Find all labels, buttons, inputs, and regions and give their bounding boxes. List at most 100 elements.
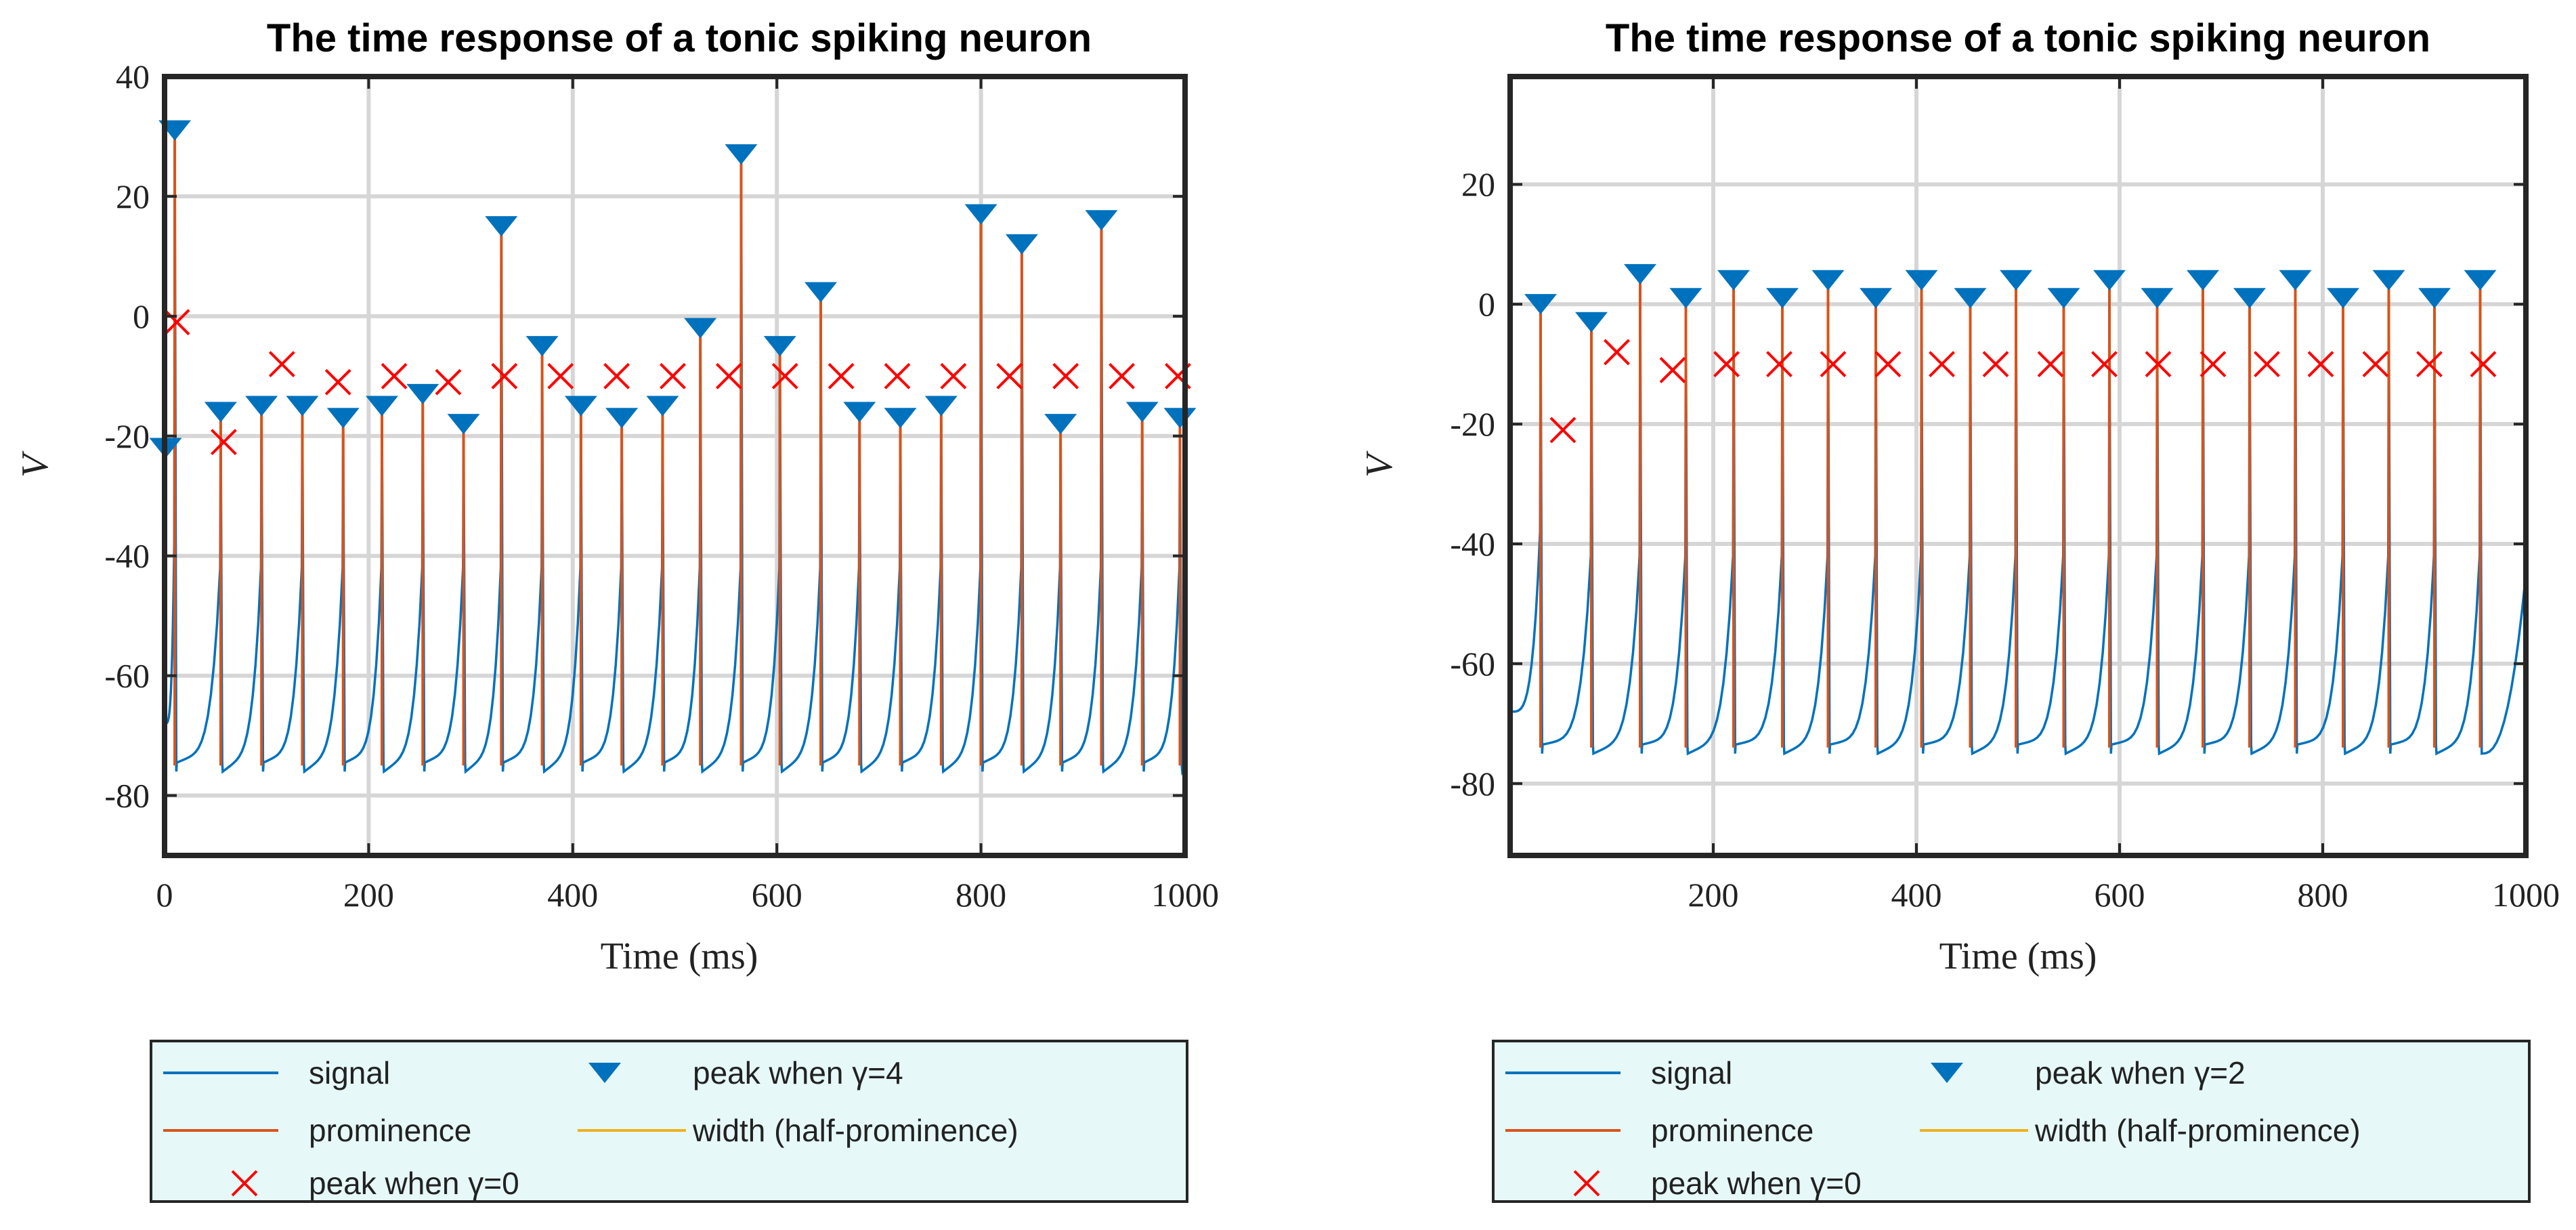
peak-marker bbox=[2093, 270, 2126, 291]
peak-marker bbox=[1860, 288, 1892, 309]
peak-markers bbox=[1524, 263, 2497, 333]
peak-marker bbox=[1669, 288, 1702, 309]
peak-gamma0-marker bbox=[1052, 362, 1079, 389]
peak-gamma0-marker bbox=[1109, 362, 1135, 389]
y-tick-label: -20 bbox=[104, 417, 150, 455]
y-tick-label: -40 bbox=[1450, 525, 1495, 563]
x-tick-label: 1000 bbox=[2492, 876, 2560, 914]
peak-marker bbox=[2187, 270, 2219, 291]
peak-marker bbox=[1163, 408, 1197, 429]
x-tick-label: 600 bbox=[2095, 876, 2145, 914]
peak-marker bbox=[2233, 288, 2266, 309]
peak-marker bbox=[1044, 414, 1077, 435]
axes-box bbox=[1507, 74, 2529, 858]
legend-label-gamma0: peak when γ=0 bbox=[309, 1166, 519, 1201]
peak-gamma0-marker bbox=[1929, 351, 1955, 378]
peak-gamma0-marker bbox=[1766, 351, 1793, 378]
peak-marker bbox=[646, 396, 679, 417]
y-tick-label: -40 bbox=[104, 537, 150, 575]
peak-marker bbox=[1905, 270, 1938, 291]
peak-marker bbox=[964, 204, 997, 225]
legend-swatch-peak bbox=[588, 1063, 621, 1083]
peak-gamma0-marker bbox=[2470, 351, 2497, 378]
peak-marker bbox=[204, 402, 237, 423]
peak-gamma0-marker bbox=[491, 362, 518, 389]
y-tick-label: -80 bbox=[1450, 765, 1495, 803]
ticks: 200 400 600 800 1000 -80 -60 -40 -20 0 20 bbox=[1450, 77, 2560, 914]
y-tick-label: -20 bbox=[1450, 405, 1495, 443]
peak-gamma0-marker bbox=[715, 362, 742, 389]
y-tick-label: 0 bbox=[1478, 285, 1495, 323]
legend-swatch-peak bbox=[1931, 1063, 1963, 1083]
chart-title: The time response of a tonic spiking neu… bbox=[1606, 16, 2430, 60]
peak-gamma0-marker bbox=[1604, 339, 1630, 366]
peak-marker bbox=[365, 396, 398, 417]
peak-gamma0-marker bbox=[268, 351, 295, 378]
chart-left: 0 200 400 600 800 1000 -80 -60 -40 -20 0 20 40 The ti… bbox=[14, 16, 1219, 1203]
peak-gamma0-marker bbox=[381, 362, 408, 389]
peak-gamma0-marker bbox=[1820, 351, 1847, 378]
peak-marker bbox=[2141, 288, 2174, 309]
y-tick-label: -60 bbox=[1450, 645, 1495, 683]
x-tick-label: 800 bbox=[2298, 876, 2348, 914]
peak-marker bbox=[1766, 288, 1799, 309]
peak-gamma0-marker bbox=[1659, 357, 1686, 383]
axes-box bbox=[162, 74, 1188, 858]
legend-label-prominence: prominence bbox=[1651, 1113, 1813, 1148]
peak-gamma0-marker bbox=[771, 362, 798, 389]
peak-marker bbox=[1125, 402, 1159, 423]
peak-gamma0-marker bbox=[996, 362, 1023, 389]
peak-marker bbox=[2279, 270, 2312, 291]
peak-marker bbox=[1005, 234, 1038, 255]
peak-marker bbox=[564, 396, 597, 417]
x-tick-label: 1000 bbox=[1151, 876, 1219, 914]
peak-marker bbox=[525, 336, 559, 357]
y-axis-label: V bbox=[1358, 450, 1400, 478]
x-tick-label: 800 bbox=[956, 876, 1006, 914]
peak-gamma0-marker bbox=[2416, 351, 2443, 378]
peak-gamma0-marker bbox=[2362, 351, 2389, 378]
x-axis-label: Time (ms) bbox=[1939, 935, 2097, 977]
peak-marker bbox=[763, 336, 796, 357]
x-tick-label: 200 bbox=[1688, 876, 1739, 914]
peak-marker bbox=[1575, 312, 1608, 333]
x-axis-label: Time (ms) bbox=[601, 935, 758, 977]
peak-marker bbox=[2372, 270, 2405, 291]
peak-gamma0-marker bbox=[324, 368, 351, 396]
peak-gamma0-marker bbox=[603, 362, 630, 389]
peak-gamma0-marker bbox=[828, 362, 855, 389]
peak-gamma0-marker bbox=[435, 368, 462, 396]
legend-label-prominence: prominence bbox=[309, 1113, 471, 1148]
y-tick-label: -60 bbox=[104, 657, 150, 695]
x-tick-label: 400 bbox=[547, 876, 598, 914]
chart-title: The time response of a tonic spiking neu… bbox=[267, 16, 1092, 60]
peak-marker bbox=[1811, 270, 1845, 291]
peaks-gamma0 bbox=[1549, 339, 2497, 444]
legend-label-gamma0: peak when γ=0 bbox=[1651, 1166, 1862, 1201]
peak-gamma0-marker bbox=[2199, 351, 2227, 378]
peak-gamma0-marker bbox=[2037, 351, 2064, 378]
peak-marker bbox=[406, 383, 439, 404]
peak-marker bbox=[1717, 270, 1750, 291]
peak-gamma0-marker bbox=[1982, 351, 2009, 378]
x-tick-label: 0 bbox=[156, 876, 173, 914]
peak-gamma0-marker bbox=[163, 309, 190, 336]
peak-gamma0-marker bbox=[884, 362, 911, 389]
prominence-lines bbox=[1539, 274, 2482, 748]
peak-marker bbox=[2418, 288, 2451, 309]
y-tick-label: 40 bbox=[116, 58, 150, 96]
prominence-lines bbox=[173, 130, 1182, 766]
peak-marker bbox=[2327, 288, 2359, 309]
peak-marker bbox=[2464, 270, 2497, 291]
chart-right: 200 400 600 800 1000 -80 -60 -40 -20 0 20 The time … bbox=[1358, 16, 2560, 1203]
peak-marker bbox=[1085, 210, 1118, 231]
grid bbox=[1510, 77, 2526, 855]
plot-area bbox=[165, 77, 1185, 855]
peak-gamma0-marker bbox=[940, 362, 967, 389]
peak-gamma0-marker bbox=[1713, 351, 1740, 378]
peaks-gamma0 bbox=[163, 309, 1191, 456]
peak-marker bbox=[2047, 288, 2080, 309]
peak-gamma0-marker bbox=[660, 362, 686, 389]
peak-gamma0-marker bbox=[2145, 351, 2172, 378]
